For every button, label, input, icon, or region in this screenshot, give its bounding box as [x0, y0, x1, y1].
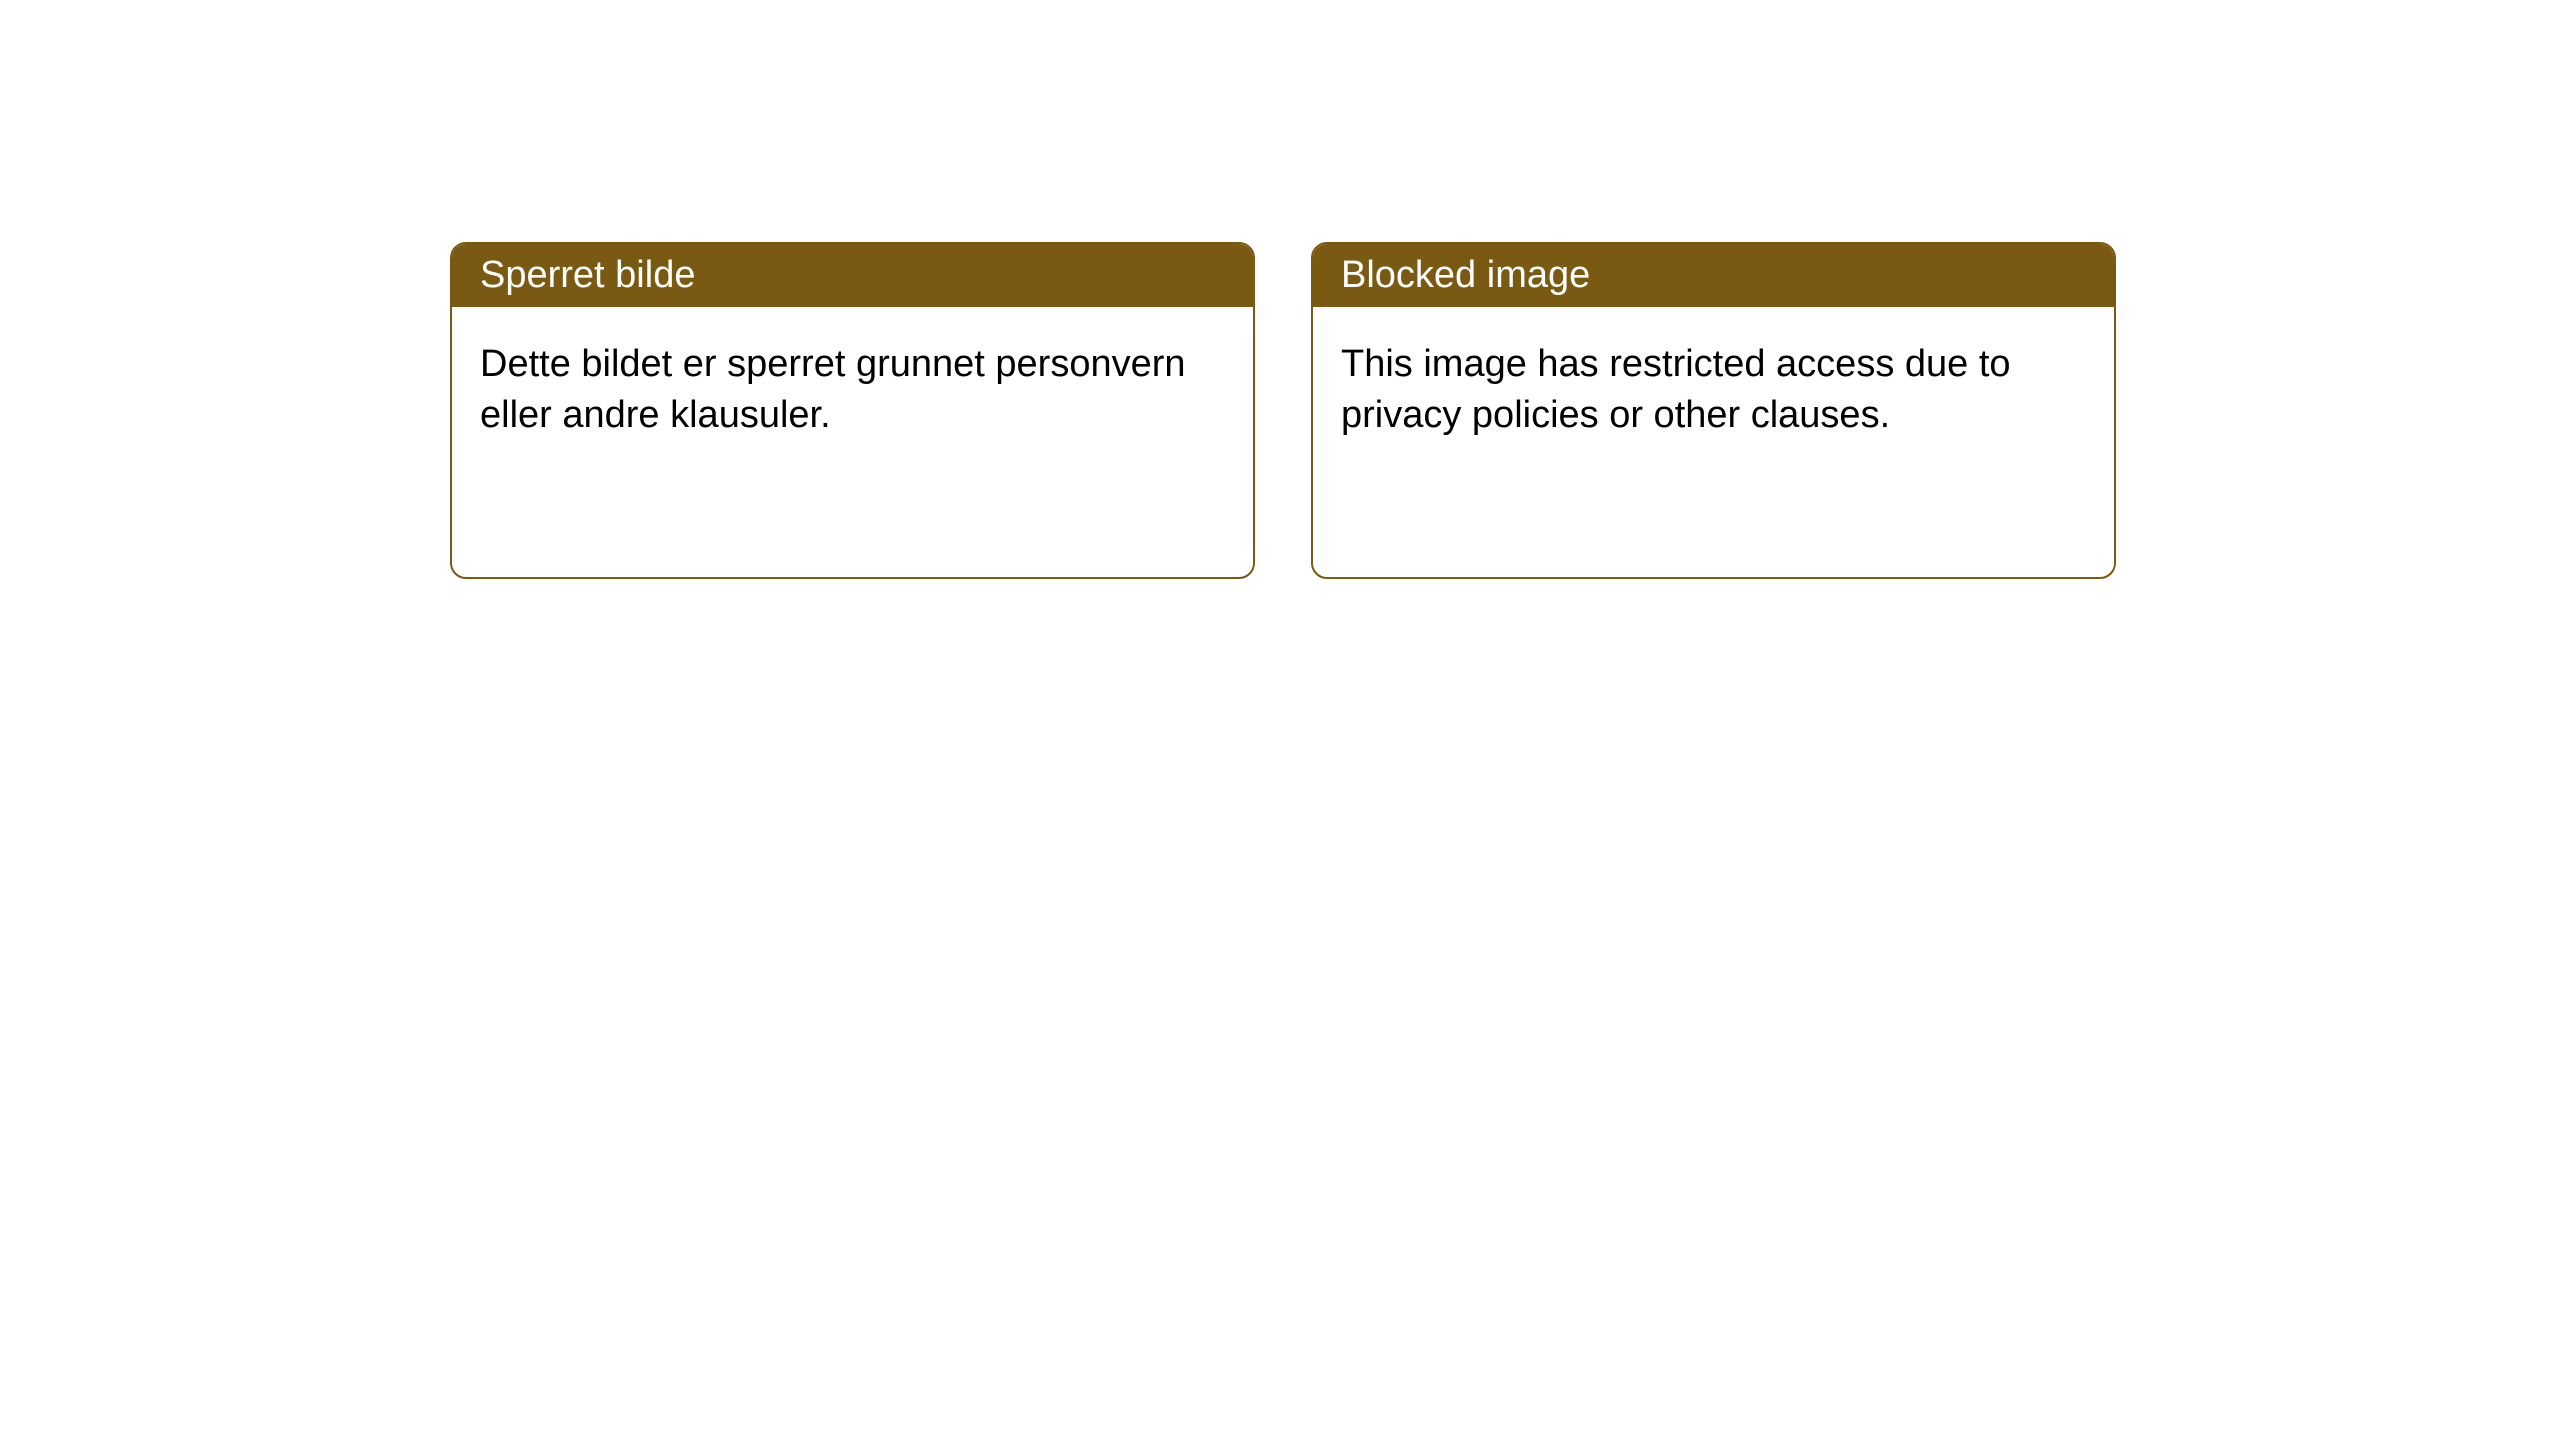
notice-title: Blocked image — [1313, 244, 2114, 307]
notice-container: Sperret bilde Dette bildet er sperret gr… — [0, 0, 2560, 579]
notice-body: This image has restricted access due to … — [1313, 307, 2114, 474]
notice-card-english: Blocked image This image has restricted … — [1311, 242, 2116, 579]
notice-title: Sperret bilde — [452, 244, 1253, 307]
notice-body: Dette bildet er sperret grunnet personve… — [452, 307, 1253, 474]
notice-card-norwegian: Sperret bilde Dette bildet er sperret gr… — [450, 242, 1255, 579]
